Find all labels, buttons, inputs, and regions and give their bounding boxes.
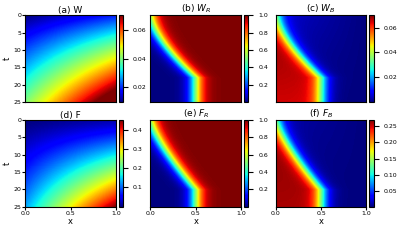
X-axis label: x: x [193,217,198,226]
Y-axis label: t: t [3,162,12,165]
Title: (d) F: (d) F [60,111,81,120]
Title: (b) $W_R$: (b) $W_R$ [181,3,211,15]
Title: (a) W: (a) W [58,6,83,15]
X-axis label: x: x [68,217,73,226]
Title: (e) $F_R$: (e) $F_R$ [183,107,209,120]
Title: (c) $W_B$: (c) $W_B$ [306,3,336,15]
Title: (f) $F_B$: (f) $F_B$ [309,107,333,120]
X-axis label: x: x [319,217,324,226]
Y-axis label: t: t [3,57,12,60]
